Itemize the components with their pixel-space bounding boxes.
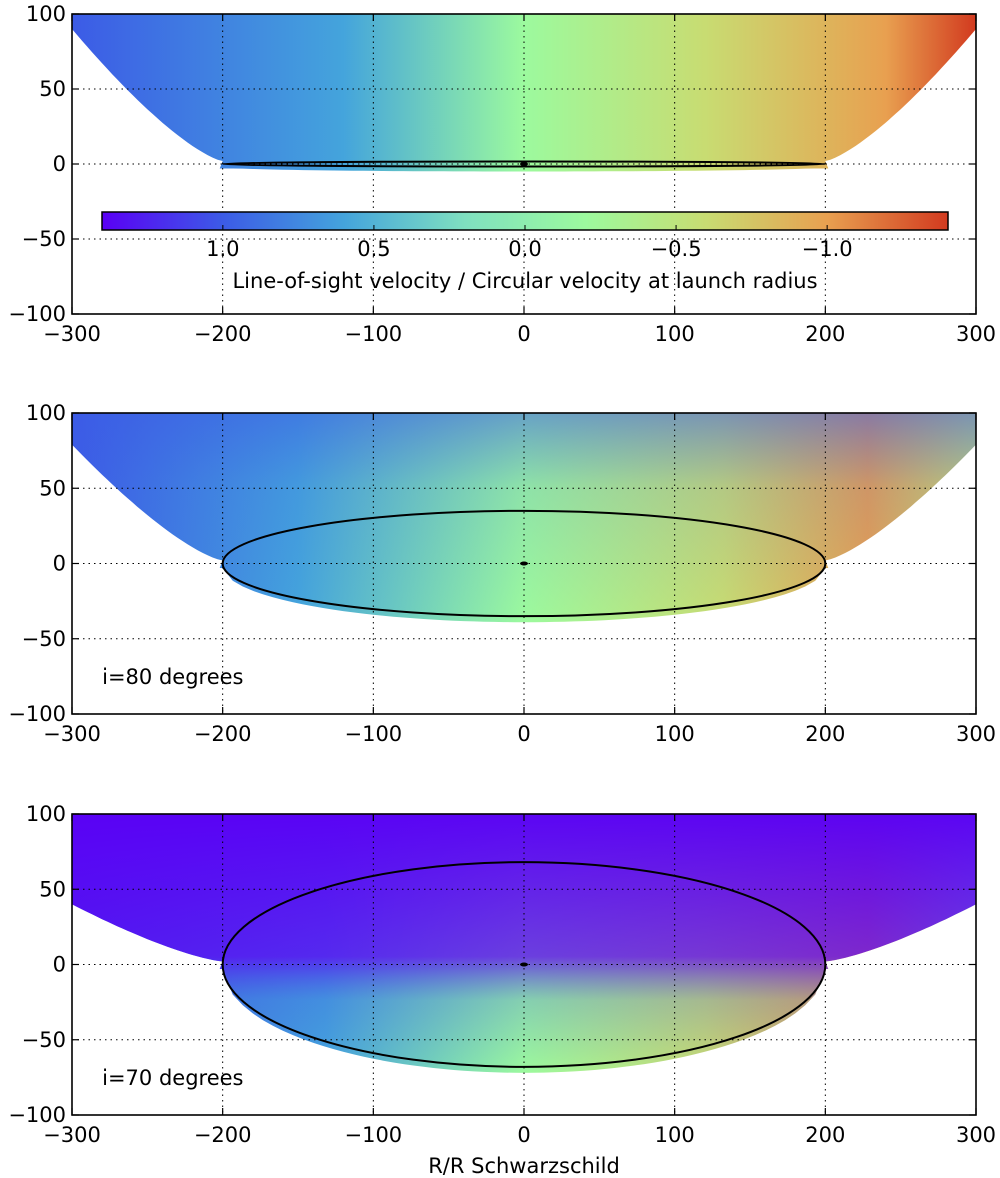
x-tick-label: −200	[194, 322, 252, 346]
x-tick-label: −300	[43, 722, 101, 746]
disk-ellipse	[221, 160, 827, 168]
x-tick-label: 300	[956, 1123, 996, 1147]
x-tick-label: −100	[344, 1123, 402, 1147]
y-tick-label: −100	[8, 1103, 66, 1127]
x-tick-label: 100	[655, 1123, 695, 1147]
y-tick-label: 0	[53, 552, 66, 576]
y-tick-label: 100	[26, 802, 66, 826]
y-tick-label: 100	[26, 401, 66, 425]
x-axis-label: R/R Schwarzschild	[428, 1154, 620, 1178]
black-hole-marker	[520, 561, 528, 566]
y-tick-label: −50	[22, 1028, 66, 1052]
colorbar-tick-label: −1.0	[802, 237, 853, 261]
y-tick-label: −50	[22, 627, 66, 651]
x-tick-label: −300	[43, 322, 101, 346]
x-tick-label: −200	[194, 1123, 252, 1147]
y-tick-label: 0	[53, 953, 66, 977]
outflow-velocity-shading	[72, 14, 976, 172]
x-tick-label: 0	[517, 722, 530, 746]
y-tick-label: 50	[39, 877, 66, 901]
x-tick-label: 300	[956, 322, 996, 346]
x-tick-label: 200	[805, 322, 845, 346]
black-hole-marker	[520, 962, 528, 967]
panel-3: i=70 degrees −300 −200 −100 0 100 200 300 −100 −5…	[8, 802, 996, 1178]
colorbar-tick-label: 1.0	[206, 237, 239, 261]
colorbar-tick-label: −0.5	[651, 237, 702, 261]
colorbar-label: Line-of-sight velocity / Circular veloci…	[232, 269, 817, 293]
panel-1: 1.0 0.5 0.0 −0.5 −1.0 Line-of-sight velocity …	[8, 2, 996, 346]
y-tick-label: 100	[26, 2, 66, 26]
inclination-annotation: i=80 degrees	[102, 665, 243, 689]
disk-ellipse	[221, 509, 827, 618]
colorbar-tick-label: 0.0	[508, 237, 541, 261]
y-tick-label: 50	[39, 77, 66, 101]
disk-ellipse	[221, 861, 827, 1068]
y-tick-label: −100	[8, 302, 66, 326]
x-tick-label: −100	[344, 322, 402, 346]
x-tick-label: −100	[344, 722, 402, 746]
black-hole-marker	[520, 162, 528, 166]
y-tick-label: 0	[53, 152, 66, 176]
x-tick-label: 200	[805, 1123, 845, 1147]
x-tick-label: 300	[956, 722, 996, 746]
inclination-annotation: i=70 degrees	[102, 1066, 243, 1090]
x-tick-label: −300	[43, 1123, 101, 1147]
x-tick-label: 0	[517, 322, 530, 346]
y-tick-label: −100	[8, 702, 66, 726]
x-tick-label: 100	[655, 322, 695, 346]
x-tick-label: −200	[194, 722, 252, 746]
y-tick-label: 50	[39, 476, 66, 500]
x-tick-label: 200	[805, 722, 845, 746]
x-tick-label: 0	[517, 1123, 530, 1147]
colorbar-tick-label: 0.5	[357, 237, 390, 261]
outflow-velocity-shading	[72, 814, 976, 1073]
y-tick-label: −50	[22, 227, 66, 251]
panel-2: i=80 degrees −300 −200 −100 0 100 200 300 −100 −5…	[8, 401, 996, 746]
x-tick-label: 100	[655, 722, 695, 746]
